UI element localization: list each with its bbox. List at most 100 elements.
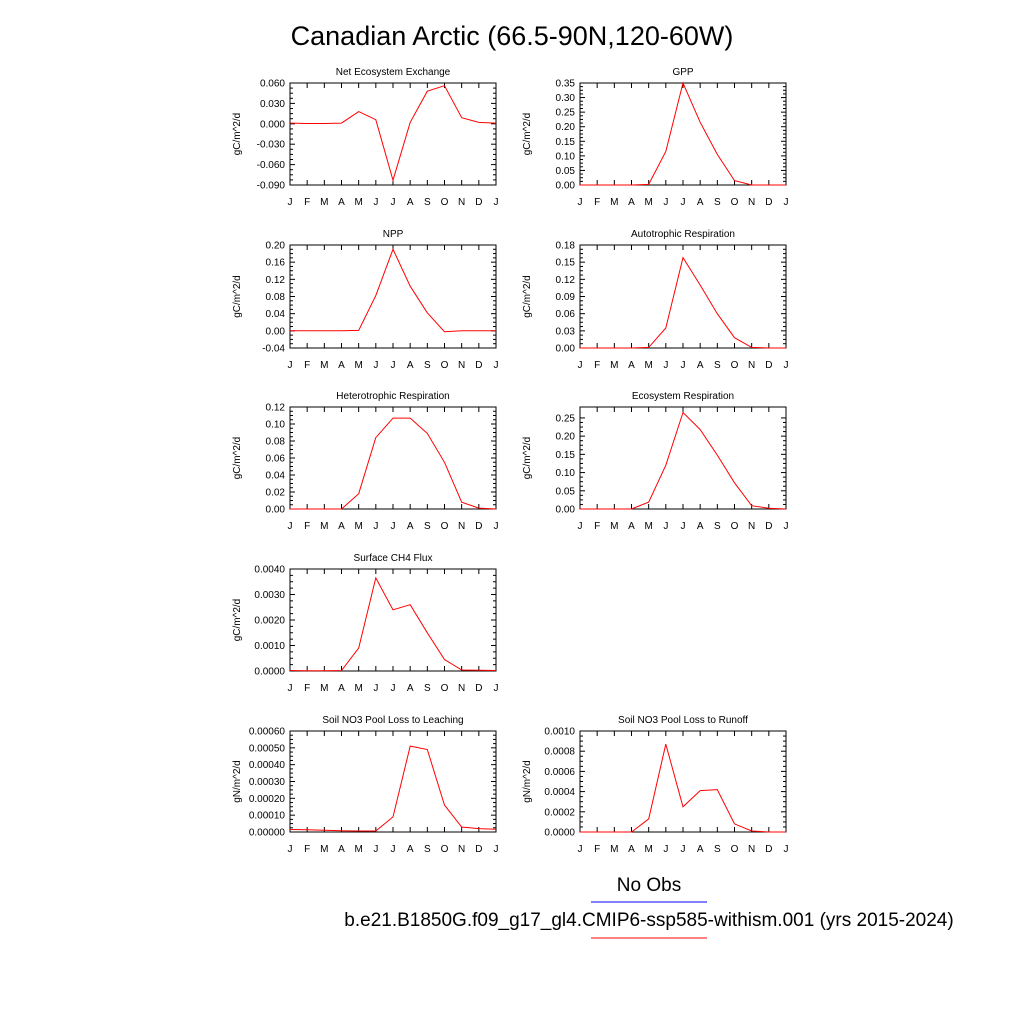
y-tick-label: 0.08 [266,292,286,303]
x-tick-label: D [765,360,772,371]
plot-frame [579,244,787,349]
x-tick-label: O [441,360,449,371]
x-tick-label: S [714,521,721,532]
x-tick-label: N [748,521,755,532]
series-line [289,85,497,182]
x-tick-label: J [663,197,668,208]
x-tick-label: F [304,844,310,855]
plot-frame [579,730,787,833]
y-tick-label: 0.00 [556,344,576,355]
figure-title: Canadian Arctic (66.5-90N,120-60W) [291,21,734,51]
x-tick-label: J [391,521,396,532]
x-tick-label: A [338,197,345,208]
x-tick-label: S [424,360,431,371]
y-tick-label: 0.05 [556,486,576,497]
panel-4: Heterotrophic Respiration gC/m^2/d 0.12 0.1… [232,391,499,532]
x-tick-label: J [663,521,668,532]
x-tick-label: S [424,844,431,855]
x-tick-label: D [475,197,482,208]
y-tick-label: 0.10 [556,151,576,162]
y-tick-label: 0.06 [266,454,286,465]
x-tick-label: J [494,360,499,371]
y-tick-label: 0.25 [556,108,576,119]
y-tick-label: 0.10 [556,468,576,479]
panel-title: GPP [672,67,693,78]
x-tick-label: A [628,844,635,855]
x-tick-label: F [594,521,600,532]
x-tick-label: J [578,521,583,532]
x-tick-label: M [320,844,328,855]
x-tick-label: J [784,360,789,371]
x-tick-label: M [610,521,618,532]
series-line [580,743,786,833]
x-tick-label: D [475,683,482,694]
panel-7: Soil NO3 Pool Loss to Leaching gN/m^2/d 0.… [232,715,499,855]
y-tick-label: 0.18 [556,241,576,252]
x-tick-label: J [494,521,499,532]
plot-frame [289,82,497,186]
x-tick-label: S [424,197,431,208]
x-tick-label: J [681,197,686,208]
panel-8: Soil NO3 Pool Loss to Runoff gN/m^2/d 0.00… [522,715,789,855]
panel-5: Ecosystem Respiration gC/m^2/d 0.25 0.20 0.1… [522,391,789,532]
x-tick-label: J [578,844,583,855]
plot-frame [579,82,787,186]
x-tick-label: J [681,360,686,371]
x-tick-label: J [784,197,789,208]
x-tick-label: S [714,197,721,208]
y-tick-label: 0.03 [556,326,576,337]
x-tick-label: J [373,844,378,855]
x-tick-label: O [731,844,739,855]
x-tick-label: O [441,844,449,855]
y-tick-label: 0.00040 [249,760,286,771]
x-tick-label: S [714,360,721,371]
legend-model-label: b.e21.B1850G.f09_g17_gl4.CMIP6-ssp585-wi… [344,910,953,931]
x-tick-label: M [610,360,618,371]
series-line [290,417,497,510]
y-axis-label: gC/m^2/d [232,437,243,480]
y-tick-label: 0.04 [266,471,286,482]
x-tick-label: M [354,683,362,694]
y-tick-label: 0.12 [266,403,286,414]
y-tick-label: 0.08 [266,437,286,448]
y-tick-label: 0.00 [266,326,286,337]
panel-title: Soil NO3 Pool Loss to Leaching [322,715,463,726]
y-tick-label: -0.030 [257,140,286,151]
panel-title: Surface CH4 Flux [354,553,433,564]
x-tick-label: N [748,197,755,208]
y-tick-label: -0.090 [257,181,286,192]
x-tick-label: F [304,360,310,371]
panel-1: GPP gC/m^2/d 0.35 0.30 0.25 0.20 0.15 0.10 0.05 0… [522,67,789,208]
y-axis-label: gC/m^2/d [522,437,533,480]
x-tick-label: J [373,683,378,694]
y-tick-label: 0.0004 [544,787,575,798]
x-tick-label: F [594,844,600,855]
y-tick-label: 0.30 [556,93,576,104]
x-tick-label: N [748,844,755,855]
y-axis-label: gC/m^2/d [522,113,533,156]
plot-frame [289,244,497,349]
x-tick-label: O [441,197,449,208]
y-tick-label: 0.12 [266,275,286,286]
x-tick-label: A [338,360,345,371]
panel-title: Heterotrophic Respiration [336,391,449,402]
x-tick-label: M [320,197,328,208]
y-tick-label: 0.0000 [254,667,285,678]
y-tick-label: 0.12 [556,275,576,286]
x-tick-label: A [697,360,704,371]
x-tick-label: D [475,360,482,371]
x-tick-label: M [610,844,618,855]
y-tick-label: 0.16 [266,258,286,269]
y-tick-label: 0.00 [266,505,286,516]
x-tick-label: J [681,521,686,532]
y-tick-label: 0.0006 [544,767,575,778]
y-tick-label: 0.00060 [249,727,286,738]
x-tick-label: F [304,197,310,208]
x-tick-label: M [354,844,362,855]
y-tick-label: 0.02 [266,488,286,499]
y-tick-label: 0.00030 [249,777,286,788]
x-tick-label: J [663,360,668,371]
x-tick-label: J [373,197,378,208]
x-tick-label: O [441,683,449,694]
